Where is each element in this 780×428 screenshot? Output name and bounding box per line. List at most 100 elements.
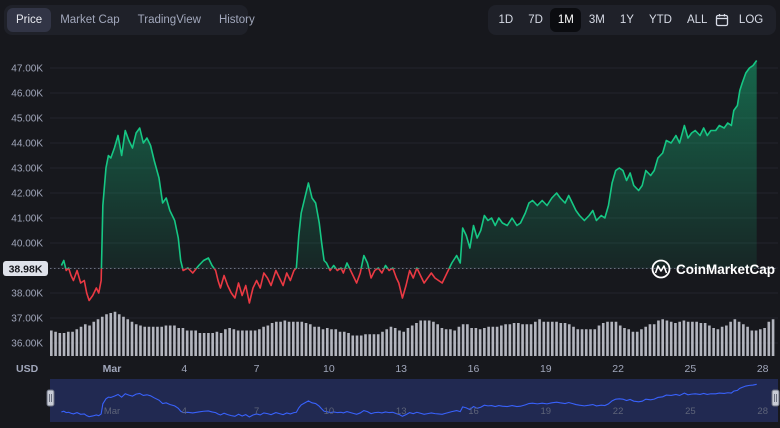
volume-bar xyxy=(342,331,346,356)
volume-bar xyxy=(470,328,473,356)
range-1y-button[interactable]: 1Y xyxy=(619,14,634,26)
volume-bar xyxy=(279,321,282,356)
navigator-series-line xyxy=(61,383,757,418)
volume-bar xyxy=(406,328,410,356)
volume-bar xyxy=(160,326,164,356)
tab-tradingview[interactable]: TradingView xyxy=(137,14,201,26)
x-tick-label: 13 xyxy=(395,363,407,375)
x-tick-label: 22 xyxy=(612,363,624,375)
volume-bar xyxy=(168,325,172,356)
tab-history[interactable]: History xyxy=(218,14,255,26)
volume-bar xyxy=(440,328,444,356)
y-tick-label: 47.00K xyxy=(11,64,43,75)
volume-bar xyxy=(376,334,380,356)
volume-bar xyxy=(555,321,558,356)
volume-bar xyxy=(521,324,524,356)
volume-bar xyxy=(287,321,291,356)
volume-bar xyxy=(453,330,456,356)
volume-bar xyxy=(742,324,745,356)
volume-bar xyxy=(117,314,121,356)
volume-bar xyxy=(300,321,304,356)
x-tick-label: 10 xyxy=(323,363,335,375)
volume-bar xyxy=(232,329,236,356)
volume-bar xyxy=(771,319,775,356)
range-7d-button[interactable]: 7D xyxy=(528,14,543,26)
range-3m-button[interactable]: 3M xyxy=(588,14,605,26)
price-line-up xyxy=(60,60,758,269)
range-1d-button[interactable]: 1D xyxy=(498,14,514,26)
baseline-price-tag: 38.98K xyxy=(3,261,48,276)
volume-bar xyxy=(487,326,490,356)
volume-bar xyxy=(449,329,452,356)
volume-bar xyxy=(733,319,737,356)
volume-bar xyxy=(389,326,393,356)
navigator-right-handle[interactable] xyxy=(771,389,780,407)
navigator-left-handle[interactable] xyxy=(46,389,55,407)
x-tick-label: Mar xyxy=(103,363,122,375)
range-ytd-button[interactable]: YTD xyxy=(648,14,672,26)
tab-price[interactable]: Price xyxy=(7,8,52,32)
volume-bar xyxy=(763,328,766,356)
x-tick-label: 28 xyxy=(757,363,769,375)
volume-bar xyxy=(198,333,202,356)
volume-bar xyxy=(177,328,180,356)
log-scale-toggle[interactable]: LOG xyxy=(738,14,764,26)
volume-bar xyxy=(606,321,609,356)
volume-bar xyxy=(173,325,176,356)
tab-market-cap[interactable]: Market Cap xyxy=(60,14,120,26)
volume-bar xyxy=(249,330,253,356)
coinmarketcap-watermark: CoinMarketCap xyxy=(651,259,775,279)
volume-bar xyxy=(410,325,414,356)
calendar-icon[interactable] xyxy=(715,8,729,32)
volume-bar xyxy=(720,326,724,356)
volume-bar xyxy=(296,321,299,356)
volume-bar xyxy=(584,329,588,356)
navigator-tick-label: 25 xyxy=(685,406,696,417)
volume-bar xyxy=(79,326,83,356)
navigator-tick-label: 16 xyxy=(468,406,479,417)
volume-bar xyxy=(54,331,57,356)
volume-bar xyxy=(678,321,681,356)
x-tick-label: 25 xyxy=(685,363,697,375)
volume-bar xyxy=(686,321,690,356)
volume-bar xyxy=(134,324,138,356)
volume-bar xyxy=(729,321,732,356)
volume-bar xyxy=(381,331,384,356)
range-all-button[interactable]: ALL xyxy=(686,14,708,26)
volume-bar xyxy=(674,323,677,356)
volume-bar xyxy=(572,326,575,356)
volume-bar xyxy=(219,333,223,356)
volume-bar xyxy=(338,331,342,356)
volume-bar xyxy=(466,324,469,356)
volume-bar xyxy=(657,320,660,356)
volume-bar xyxy=(181,328,185,356)
navigator-background xyxy=(50,379,778,422)
x-tick-label: 4 xyxy=(181,363,187,375)
volume-bar xyxy=(703,323,707,356)
navigator[interactable]: Mar 4 7 10 13 16 19 22 25 28 xyxy=(46,379,780,422)
volume-bar xyxy=(517,323,520,356)
volume-bar xyxy=(83,324,87,356)
range-1m-button[interactable]: 1M xyxy=(550,8,582,32)
volume-bar xyxy=(542,321,546,356)
volume-bar xyxy=(266,325,270,356)
x-tick-label: 7 xyxy=(254,363,260,375)
volume-bar xyxy=(393,328,397,356)
volume-bar xyxy=(695,321,698,356)
volume-bar xyxy=(62,333,66,356)
volume-bar xyxy=(597,325,601,356)
volume-bar xyxy=(50,330,53,356)
volume-bar xyxy=(495,326,499,356)
volume-bar xyxy=(253,330,257,356)
volume-bar xyxy=(491,326,495,356)
volume-bar xyxy=(143,326,147,356)
volume-bar xyxy=(631,331,635,356)
navigator-tick-label: 4 xyxy=(182,406,187,417)
volume-bar xyxy=(164,325,168,356)
volume-bar xyxy=(75,329,79,356)
volume-bar xyxy=(436,324,439,356)
navigator-selection[interactable] xyxy=(50,379,778,422)
volume-bar xyxy=(623,328,626,356)
volume-bar xyxy=(708,325,711,356)
